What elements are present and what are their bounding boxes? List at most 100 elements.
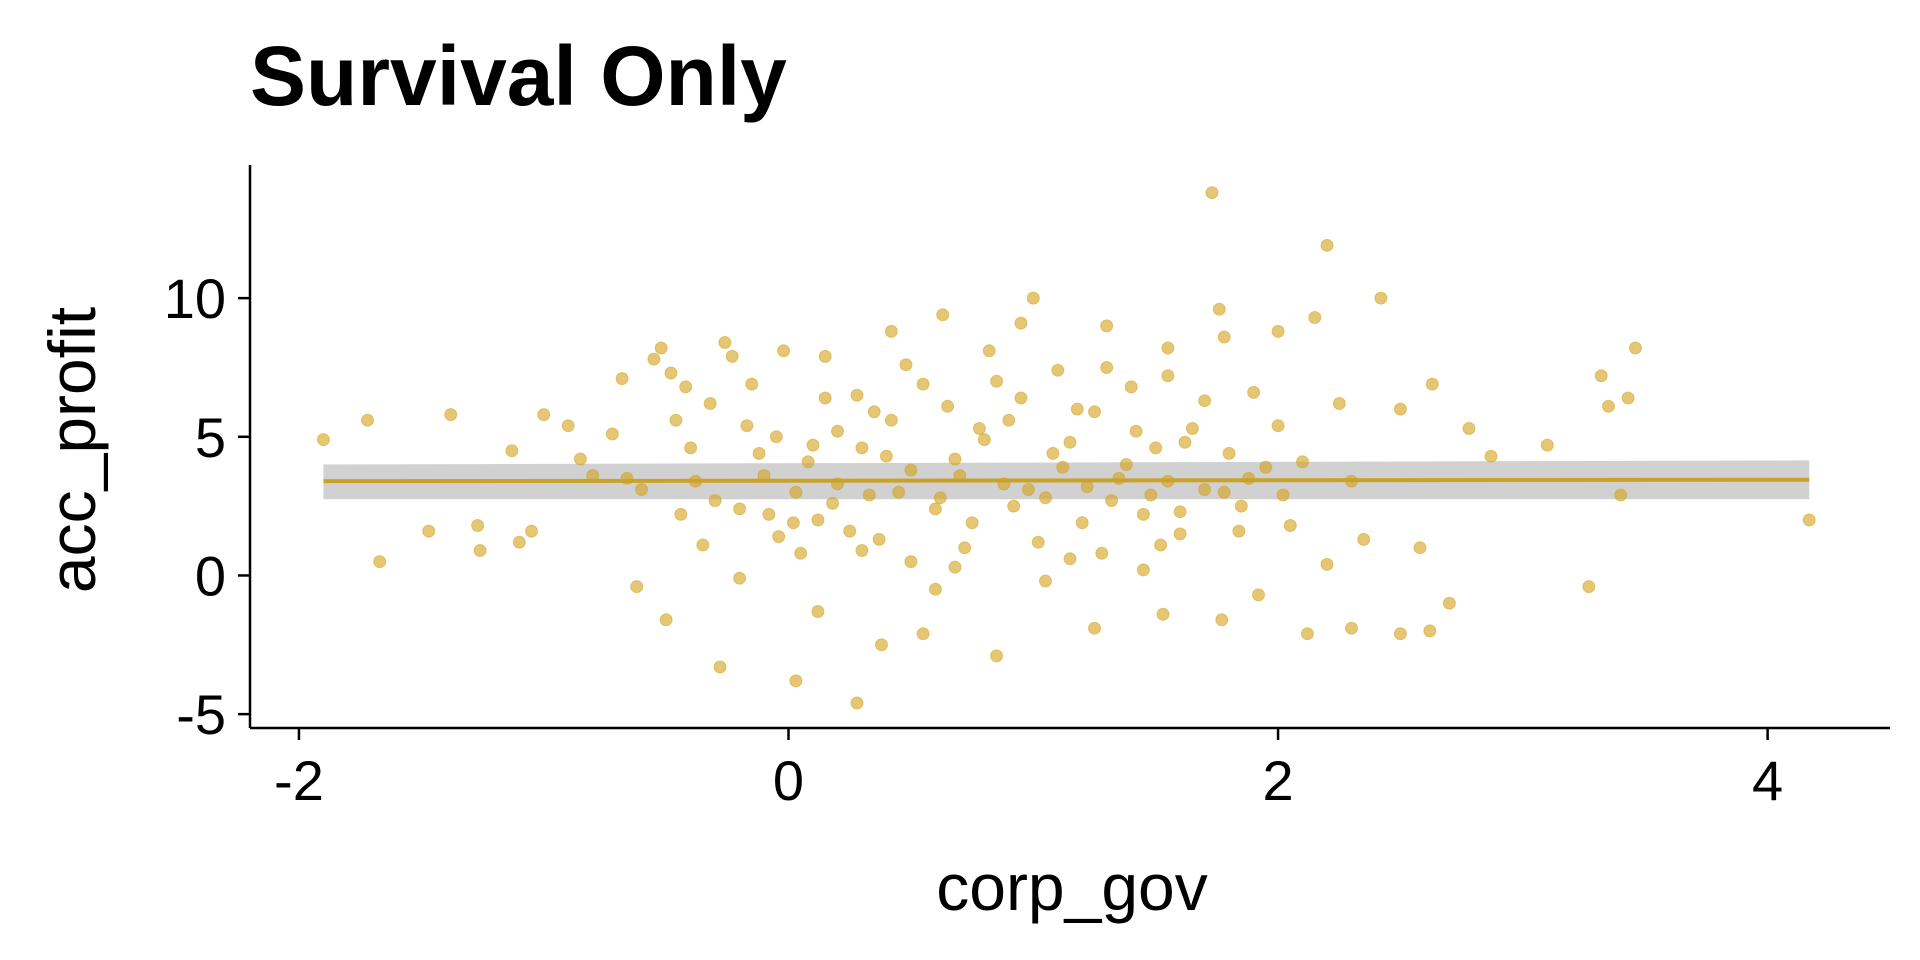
scatter-point	[777, 344, 791, 358]
scatter-point	[1462, 422, 1476, 435]
scatter-point	[1540, 438, 1554, 452]
scatter-point	[1614, 488, 1628, 502]
scatter-point	[696, 538, 710, 552]
scatter-point	[769, 430, 783, 444]
scatter-point	[811, 513, 825, 527]
scatter-point	[867, 405, 881, 419]
scatter-point	[718, 336, 732, 349]
scatter-point	[872, 532, 886, 546]
scatter-point	[1232, 524, 1246, 538]
scatter-point	[933, 491, 947, 505]
scatter-point	[1217, 330, 1231, 344]
x-axis-label: corp_gov	[936, 850, 1208, 924]
scatter-point	[904, 555, 918, 569]
scatter-point	[811, 605, 825, 618]
scatter-point	[654, 341, 668, 355]
y-tick-label: 10	[164, 267, 226, 330]
scatter-point	[1100, 319, 1114, 333]
scatter-point	[948, 452, 962, 466]
scatter-point	[1425, 377, 1439, 391]
scatter-point	[1296, 455, 1309, 469]
scatter-point	[573, 452, 587, 466]
scatter-point	[615, 372, 629, 386]
scatter-point	[879, 449, 893, 463]
scatter-point	[1129, 424, 1143, 438]
scatter-point	[1308, 311, 1322, 324]
scatter-point	[904, 463, 918, 477]
scatter-point	[537, 408, 551, 422]
scatter-point	[1212, 302, 1226, 316]
scatter-point	[1088, 405, 1101, 419]
scatter-point	[745, 377, 759, 391]
scatter-points-layer	[316, 186, 1816, 710]
scatter-point	[1185, 422, 1199, 435]
scatter-point	[789, 674, 803, 688]
scatter-point	[605, 427, 619, 441]
scatter-point	[1173, 527, 1187, 541]
scatter-point	[1259, 460, 1273, 474]
scatter-point	[818, 391, 832, 405]
scatter-point	[740, 419, 754, 433]
scatter-point	[647, 352, 661, 366]
scatter-point	[725, 349, 739, 363]
scatter-point	[1161, 341, 1175, 355]
chart-title: Survival Only	[250, 29, 787, 123]
scatter-point	[1080, 480, 1094, 494]
scatter-point	[1063, 552, 1077, 566]
scatter-point	[1423, 624, 1437, 638]
scatter-point	[1075, 516, 1089, 530]
scatter-point	[794, 546, 808, 560]
scatter-point	[884, 413, 898, 427]
scatter-point	[1119, 458, 1133, 471]
y-axis-label: acc_profit	[35, 307, 109, 593]
scatter-point	[1393, 627, 1407, 641]
scatter-point	[1007, 499, 1021, 513]
scatter-point	[772, 530, 786, 544]
scatter-point	[664, 366, 678, 380]
scatter-point	[1149, 441, 1163, 455]
scatter-point	[708, 494, 722, 508]
scatter-point	[1031, 535, 1045, 549]
scatter-point	[1105, 494, 1119, 508]
scatter-point	[1100, 361, 1114, 374]
scatter-point	[1628, 341, 1642, 355]
scatter-point	[1021, 483, 1035, 496]
scatter-point	[806, 438, 820, 452]
scatter-point	[1198, 483, 1212, 496]
scatter-point	[1320, 238, 1334, 252]
scatter-point	[505, 444, 519, 458]
scatter-point	[1161, 369, 1175, 383]
y-tick-label: 0	[195, 544, 226, 607]
scatter-point	[1276, 488, 1290, 502]
scatter-point	[818, 349, 832, 363]
scatter-point	[982, 344, 996, 358]
scatter-point	[422, 524, 436, 538]
scatter-point	[1178, 435, 1192, 449]
scatter-point	[801, 455, 815, 469]
scatter-point	[1046, 446, 1060, 460]
scatter-point	[875, 638, 888, 652]
scatter-point	[892, 485, 906, 499]
scatter-point	[1413, 541, 1427, 555]
scatter-point	[990, 649, 1004, 663]
scatter-point	[786, 516, 800, 530]
scatter-point	[1234, 499, 1248, 513]
scatter-point	[703, 397, 717, 410]
scatter-point	[1063, 435, 1077, 449]
scatter-point	[1300, 627, 1314, 641]
scatter-point	[525, 524, 538, 538]
scatter-point	[843, 524, 857, 538]
scatter-point	[958, 541, 972, 555]
scatter-point	[1621, 391, 1635, 405]
scatter-point	[1056, 460, 1070, 474]
scatter-point	[674, 507, 688, 521]
scatter-point	[1484, 449, 1498, 463]
scatter-point	[1582, 580, 1596, 594]
scatter-point	[1357, 532, 1371, 546]
scatter-point	[884, 324, 898, 338]
scatter-point	[1602, 399, 1615, 413]
scatter-point	[1594, 369, 1608, 383]
scatter-point	[1014, 316, 1028, 330]
scatter-point	[965, 516, 979, 530]
